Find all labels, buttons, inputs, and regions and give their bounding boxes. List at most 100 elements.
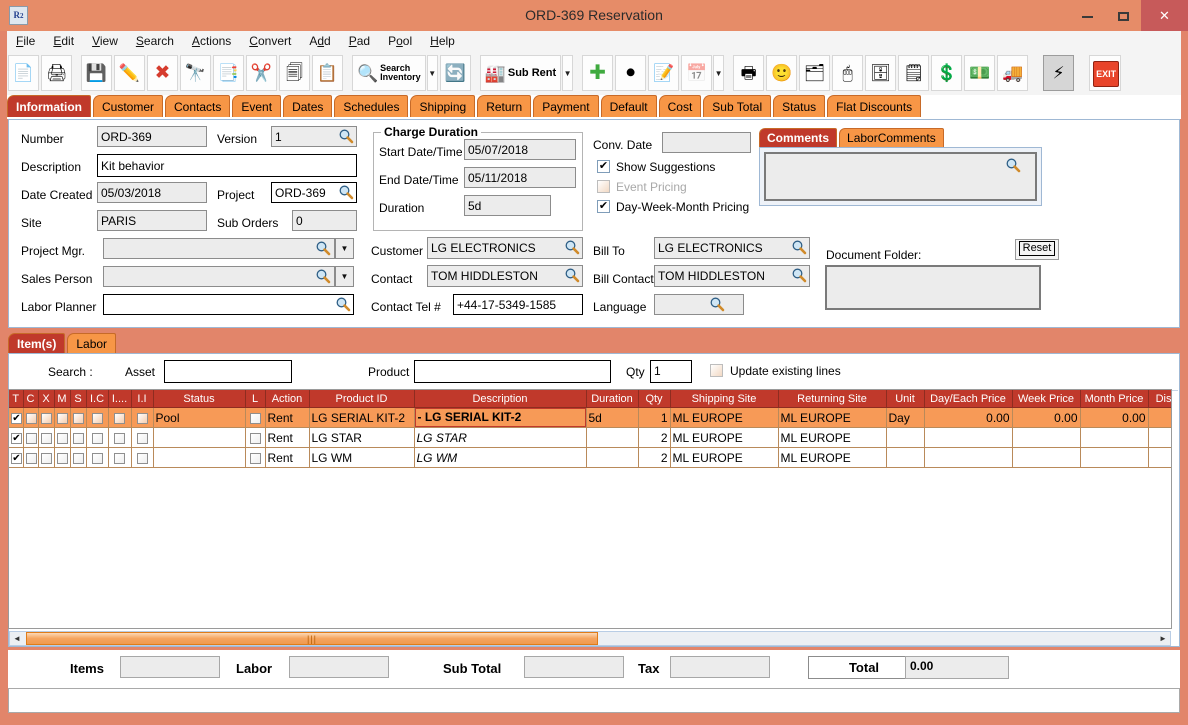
cell-discount[interactable] [1148,447,1171,468]
checkbox-ic[interactable] [91,432,103,444]
cell-ic[interactable] [86,427,109,448]
checkbox-l[interactable] [249,412,261,424]
column-header-shipsite[interactable]: Shipping Site [670,390,779,408]
column-header-t[interactable]: T [9,390,24,408]
checkbox-c[interactable] [25,452,37,464]
column-header-action[interactable]: Action [265,390,310,408]
column-header-discount[interactable]: Discount [1148,390,1171,408]
menu-convert[interactable]: Convert [249,34,292,48]
cell-t[interactable]: ✔ [9,427,24,448]
exit-button[interactable]: EXIT [1089,55,1122,91]
menu-add[interactable]: Add [309,34,331,48]
cell-dayprice[interactable] [924,447,1013,468]
version-search-icon[interactable] [338,128,354,144]
checkbox-x[interactable] [40,412,52,424]
column-header-retsite[interactable]: Returning Site [778,390,887,408]
column-header-m[interactable]: M [54,390,71,408]
start-datetime-field[interactable]: 05/07/2018 [464,139,576,160]
cell-status[interactable]: Pool [153,407,246,428]
search-inventory-dropdown[interactable]: ▼ [426,55,438,91]
customer-search-icon[interactable] [564,239,580,255]
labor-planner-search-icon[interactable] [335,296,351,312]
bill-to-field[interactable]: LG ELECTRONICS [654,237,810,259]
cell-qty[interactable]: 2 [638,427,671,448]
bill-to-search-icon[interactable] [791,239,807,255]
tab-default[interactable]: Default [600,95,657,117]
column-header-dayprice[interactable]: Day/Each Price [924,390,1013,408]
print-labels-icon[interactable]: 🖶 [733,55,765,91]
cell-unit[interactable]: Day [886,407,925,428]
menu-pool[interactable]: Pool [388,34,413,48]
warehouse-icon[interactable]: 🗄 [865,55,897,91]
total-button[interactable]: Total [808,656,920,679]
column-header-c[interactable]: C [23,390,39,408]
sales-person-dropdown[interactable]: ▼ [335,266,354,287]
cell-status[interactable] [153,447,246,468]
cell-weekprice[interactable]: 0.00 [1012,407,1081,428]
cell-t[interactable]: ✔ [9,407,24,428]
cell-duration[interactable] [586,447,639,468]
cell-l[interactable] [245,447,266,468]
checkbox-m[interactable] [56,412,68,424]
column-header-desc[interactable]: Description [414,390,587,408]
cell-i[interactable] [108,447,132,468]
column-header-status[interactable]: Status [153,390,246,408]
scanner-icon[interactable]: 🖱 [832,55,864,91]
bill-contact-field[interactable]: TOM HIDDLESTON [654,265,810,287]
checkbox-t[interactable]: ✔ [11,432,22,444]
cell-desc[interactable]: LG WM [414,447,587,468]
cell-dayprice[interactable] [924,427,1013,448]
truck-icon[interactable]: 🚚 [997,55,1029,91]
contact-field[interactable]: TOM HIDDLESTON [427,265,583,287]
sub-orders-field[interactable]: 0 [292,210,357,231]
column-header-ic[interactable]: I.C [86,390,109,408]
tab-sub-total[interactable]: Sub Total [703,95,772,117]
tab-payment[interactable]: Payment [533,95,599,117]
cell-m[interactable] [54,447,71,468]
menu-edit[interactable]: Edit [53,34,75,48]
cell-product[interactable]: LG STAR [309,427,415,448]
checkbox-ii[interactable] [136,432,148,444]
smiley-icon[interactable]: 🙂 [766,55,798,91]
menu-help[interactable]: Help [430,34,455,48]
product-input[interactable] [414,360,611,383]
group-query-icon[interactable]: ⚫ [615,55,647,91]
qty-input[interactable]: 1 [650,360,692,383]
menu-pad[interactable]: Pad [348,34,371,48]
contact-tel-field[interactable]: +44-17-5349-1585 [453,294,583,315]
checkbox-ii[interactable] [136,412,148,424]
save-icon[interactable]: 💾 [81,55,112,91]
checkbox-m[interactable] [56,432,68,444]
checkbox-l[interactable] [249,452,261,464]
cell-shipsite[interactable]: ML EUROPE [670,427,779,448]
flash-icon[interactable]: ⚡ [1043,55,1075,91]
table-row[interactable]: ✔ Rent LG STAR LG STAR 2 ML EUROPE ML EUROPE [9,427,1171,448]
cell-monthprice[interactable]: 0.00 [1080,407,1149,428]
cell-weekprice[interactable] [1012,427,1081,448]
tab-comments[interactable]: Comments [759,128,838,147]
cell-c[interactable] [23,447,39,468]
checkbox-s[interactable] [72,412,84,424]
column-header-weekprice[interactable]: Week Price [1012,390,1081,408]
cell-shipsite[interactable]: ML EUROPE [670,407,779,428]
reset-button[interactable]: Reset [1015,239,1059,260]
cell-discount[interactable] [1148,427,1171,448]
cell-desc[interactable]: - LG SERIAL KIT-2 [414,407,587,428]
cell-product[interactable]: LG SERIAL KIT-2 [309,407,415,428]
menu-view[interactable]: View [92,34,118,48]
cell-action[interactable]: Rent [265,447,310,468]
column-header-duration[interactable]: Duration [586,390,639,408]
column-header-s[interactable]: S [70,390,87,408]
checkbox-i[interactable] [114,432,125,444]
tab-contacts[interactable]: Contacts [165,95,231,117]
cell-weekprice[interactable] [1012,447,1081,468]
cell-i[interactable] [108,407,132,428]
cell-unit[interactable] [886,427,925,448]
version-field[interactable]: 1 [271,126,357,147]
tab-shipping[interactable]: Shipping [410,95,476,117]
checkbox-c[interactable] [25,412,37,424]
cell-l[interactable] [245,427,266,448]
cell-x[interactable] [38,407,55,428]
tab-customer[interactable]: Customer [93,95,164,117]
tab-status[interactable]: Status [773,95,826,117]
